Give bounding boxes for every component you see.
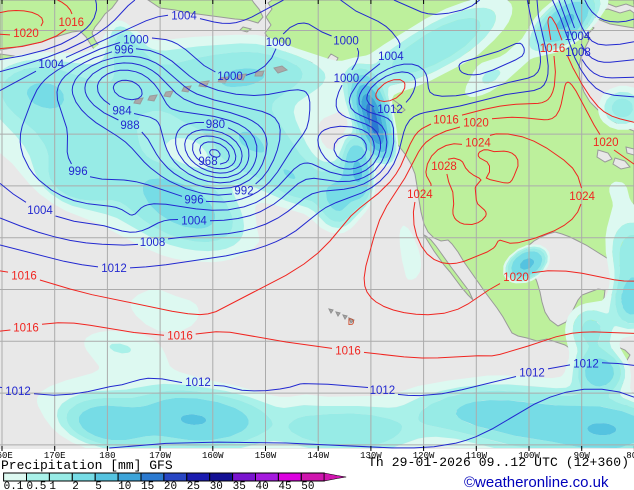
svg-text:1004: 1004: [565, 31, 591, 43]
svg-text:170E: 170E: [44, 451, 66, 461]
svg-text:1012: 1012: [185, 377, 211, 389]
svg-text:120W: 120W: [413, 451, 435, 461]
svg-text:980: 980: [206, 119, 225, 131]
svg-text:90W: 90W: [574, 451, 591, 461]
svg-text:1008: 1008: [565, 47, 591, 59]
svg-text:984: 984: [112, 105, 132, 117]
svg-text:1016: 1016: [335, 346, 361, 358]
svg-text:2: 2: [72, 481, 79, 490]
svg-text:0.5: 0.5: [27, 481, 47, 490]
svg-text:30: 30: [210, 481, 223, 490]
svg-text:1012: 1012: [519, 368, 545, 380]
svg-text:1004: 1004: [171, 11, 197, 23]
svg-text:1012: 1012: [370, 385, 396, 397]
svg-text:1004: 1004: [38, 59, 64, 71]
svg-text:996: 996: [184, 195, 203, 207]
svg-text:25: 25: [187, 481, 200, 490]
svg-text:1016: 1016: [11, 271, 37, 283]
svg-text:1012: 1012: [377, 104, 403, 116]
svg-text:100W: 100W: [518, 451, 540, 461]
svg-text:80W: 80W: [626, 451, 634, 461]
svg-text:50: 50: [301, 481, 314, 490]
svg-text:996: 996: [68, 166, 87, 178]
svg-text:1020: 1020: [463, 117, 489, 129]
svg-text:1: 1: [49, 481, 56, 490]
svg-text:45: 45: [278, 481, 291, 490]
svg-text:1012: 1012: [5, 386, 31, 398]
svg-text:1008: 1008: [140, 237, 166, 249]
svg-text:130W: 130W: [360, 451, 382, 461]
svg-text:20: 20: [164, 481, 177, 490]
svg-text:1000: 1000: [217, 71, 243, 83]
svg-text:5: 5: [95, 481, 102, 490]
svg-text:1016: 1016: [13, 322, 39, 334]
svg-text:1024: 1024: [569, 191, 595, 203]
svg-text:1000: 1000: [334, 73, 360, 85]
svg-text:©weatheronline.co.uk: ©weatheronline.co.uk: [464, 474, 609, 490]
svg-text:10: 10: [118, 481, 131, 490]
svg-text:1004: 1004: [378, 51, 404, 63]
svg-text:140W: 140W: [307, 451, 329, 461]
svg-text:1000: 1000: [333, 35, 359, 47]
svg-text:996: 996: [114, 45, 133, 57]
svg-text:1004: 1004: [181, 215, 207, 227]
svg-text:1012: 1012: [573, 358, 599, 370]
svg-text:1024: 1024: [407, 189, 433, 201]
svg-text:1020: 1020: [503, 272, 529, 284]
svg-text:1028: 1028: [431, 161, 457, 173]
svg-text:Th 29-01-2026 09..12 UTC (12+3: Th 29-01-2026 09..12 UTC (12+360): [368, 455, 629, 470]
svg-text:1020: 1020: [593, 137, 619, 149]
svg-text:110W: 110W: [465, 451, 487, 461]
svg-text:160E: 160E: [0, 451, 13, 461]
svg-text:988: 988: [120, 120, 139, 132]
svg-text:1016: 1016: [167, 330, 193, 342]
svg-text:1024: 1024: [465, 138, 491, 150]
svg-text:40: 40: [256, 481, 269, 490]
svg-text:1016: 1016: [59, 17, 85, 29]
svg-text:992: 992: [234, 186, 253, 198]
svg-text:1000: 1000: [266, 37, 292, 49]
svg-text:1016: 1016: [433, 115, 459, 127]
svg-text:968: 968: [198, 156, 217, 168]
svg-text:170W: 170W: [149, 451, 171, 461]
svg-text:1016: 1016: [540, 43, 566, 55]
svg-text:180: 180: [99, 451, 115, 461]
svg-text:15: 15: [141, 481, 154, 490]
svg-text:D: D: [348, 317, 355, 327]
svg-text:1020: 1020: [13, 28, 39, 40]
svg-text:0.1: 0.1: [4, 481, 24, 490]
svg-text:160W: 160W: [202, 451, 224, 461]
svg-text:150W: 150W: [255, 451, 277, 461]
svg-text:35: 35: [233, 481, 246, 490]
svg-text:Precipitation [mm] GFS: Precipitation [mm] GFS: [1, 458, 173, 473]
svg-text:1004: 1004: [27, 205, 53, 217]
svg-text:1012: 1012: [101, 263, 127, 275]
svg-text:1000: 1000: [123, 34, 149, 46]
